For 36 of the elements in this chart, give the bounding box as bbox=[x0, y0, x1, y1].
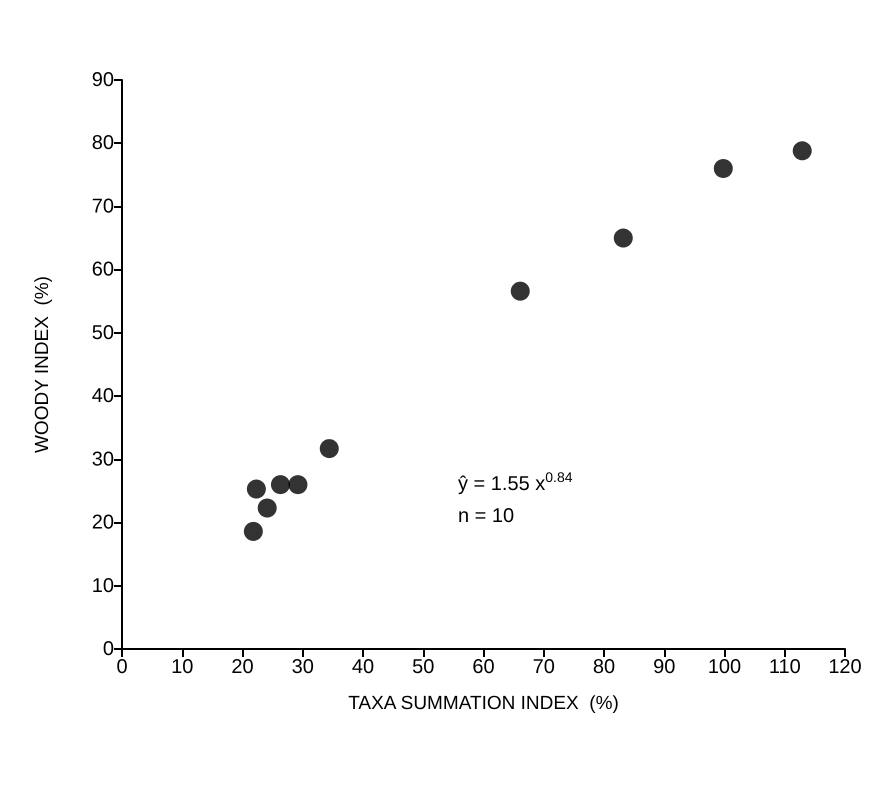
point bbox=[614, 228, 633, 248]
x-axis-title: TAXA SUMMATION INDEX (%) bbox=[348, 693, 619, 714]
y-tick-label: 20 bbox=[92, 512, 114, 534]
x-tick-label: 80 bbox=[592, 656, 616, 678]
y-tick-label: 60 bbox=[92, 258, 114, 281]
x-tick-label: 120 bbox=[828, 656, 862, 678]
x-tick-label: 10 bbox=[171, 656, 194, 678]
x-tick-label: 110 bbox=[768, 656, 801, 678]
point bbox=[288, 475, 308, 494]
y-tick-label: 50 bbox=[92, 322, 114, 344]
point bbox=[270, 475, 290, 494]
point bbox=[320, 439, 339, 458]
annotation: n = 10 bbox=[458, 505, 514, 527]
x-tick-label: 20 bbox=[231, 656, 254, 678]
point bbox=[258, 498, 277, 518]
point bbox=[792, 141, 812, 160]
y-tick-label: 30 bbox=[92, 448, 114, 470]
x-tick-label: 100 bbox=[708, 656, 742, 678]
point bbox=[714, 159, 733, 178]
y-tick-label: 0 bbox=[102, 638, 114, 660]
x-tick-label: 30 bbox=[292, 656, 314, 678]
y-tick-label: 90 bbox=[92, 69, 114, 91]
point bbox=[246, 480, 266, 499]
point bbox=[510, 282, 530, 301]
y-tick-label: 80 bbox=[92, 132, 114, 154]
y-tick-label: 10 bbox=[92, 574, 114, 597]
point bbox=[244, 522, 263, 541]
y-axis-title: WOODY INDEX (%) bbox=[32, 276, 53, 453]
x-tick-label: 50 bbox=[412, 656, 434, 678]
y-tick-label: 40 bbox=[92, 385, 114, 408]
x-tick-label: 0 bbox=[116, 656, 128, 678]
y-tick-label: 70 bbox=[92, 195, 114, 218]
x-tick-label: 70 bbox=[532, 656, 555, 678]
x-tick-label: 90 bbox=[653, 656, 676, 678]
x-tick-label: 60 bbox=[472, 656, 495, 678]
x-tick-label: 40 bbox=[352, 656, 374, 678]
